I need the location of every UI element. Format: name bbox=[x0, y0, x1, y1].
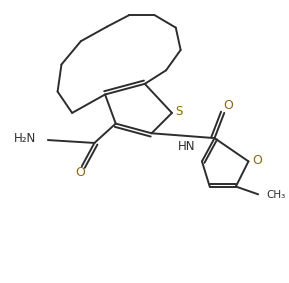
Text: S: S bbox=[175, 106, 182, 119]
Text: CH₃: CH₃ bbox=[266, 190, 285, 200]
Text: HN: HN bbox=[178, 140, 195, 153]
Text: O: O bbox=[223, 99, 233, 112]
Text: O: O bbox=[75, 166, 85, 179]
Text: O: O bbox=[252, 154, 262, 167]
Text: H₂N: H₂N bbox=[14, 132, 36, 145]
